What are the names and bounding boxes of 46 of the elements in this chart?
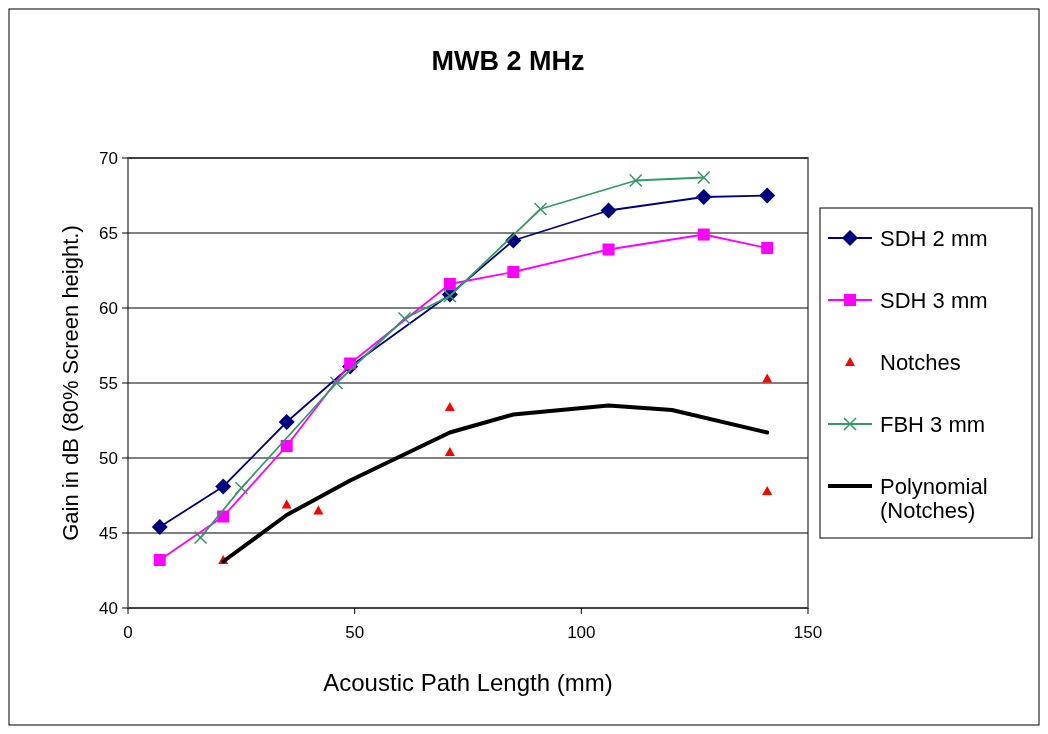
legend-label: SDH 3 mm (880, 287, 988, 313)
point (762, 373, 773, 383)
y-tick-label: 65 (99, 223, 118, 243)
legend-label: SDH 2 mm (880, 225, 988, 251)
point (628, 173, 643, 188)
point (153, 554, 166, 566)
point (344, 357, 357, 370)
point (761, 242, 774, 254)
legend-label: FBH 3 mm (880, 411, 986, 437)
x-tick-label: 150 (793, 623, 823, 642)
y-tick-label: 55 (99, 373, 118, 393)
point (444, 447, 455, 456)
y-tick-label: 45 (99, 523, 118, 543)
point (397, 311, 412, 326)
point (695, 189, 712, 205)
x-tick-label: 100 (567, 623, 596, 642)
point (234, 481, 249, 495)
y-tick-label: 50 (99, 448, 118, 468)
point (600, 202, 617, 219)
point (762, 486, 773, 495)
x-tick-label: 0 (123, 623, 133, 642)
point (602, 243, 615, 256)
point (193, 530, 208, 545)
point (313, 505, 324, 515)
y-axis-title: Gain in dB (80% Screen height.) (58, 225, 83, 541)
point (444, 402, 455, 411)
point (696, 170, 711, 185)
point (278, 414, 295, 430)
point (533, 202, 548, 216)
chart-title: MWB 2 MHz (431, 46, 585, 76)
point (697, 228, 710, 241)
y-tick-label: 70 (99, 148, 118, 168)
point (759, 187, 776, 204)
point (281, 499, 292, 509)
x-tick-label: 50 (345, 623, 365, 642)
point (329, 376, 344, 390)
point (280, 440, 293, 452)
point (151, 519, 168, 535)
legend-label: Polynomial (Notches) (880, 473, 988, 523)
point (507, 266, 520, 278)
point (443, 278, 456, 290)
x-axis-title: Acoustic Path Length (mm) (323, 669, 613, 696)
y-tick-label: 40 (99, 598, 118, 618)
point (215, 478, 232, 495)
legend-label: Notches (880, 349, 961, 375)
y-tick-label: 60 (99, 298, 118, 318)
